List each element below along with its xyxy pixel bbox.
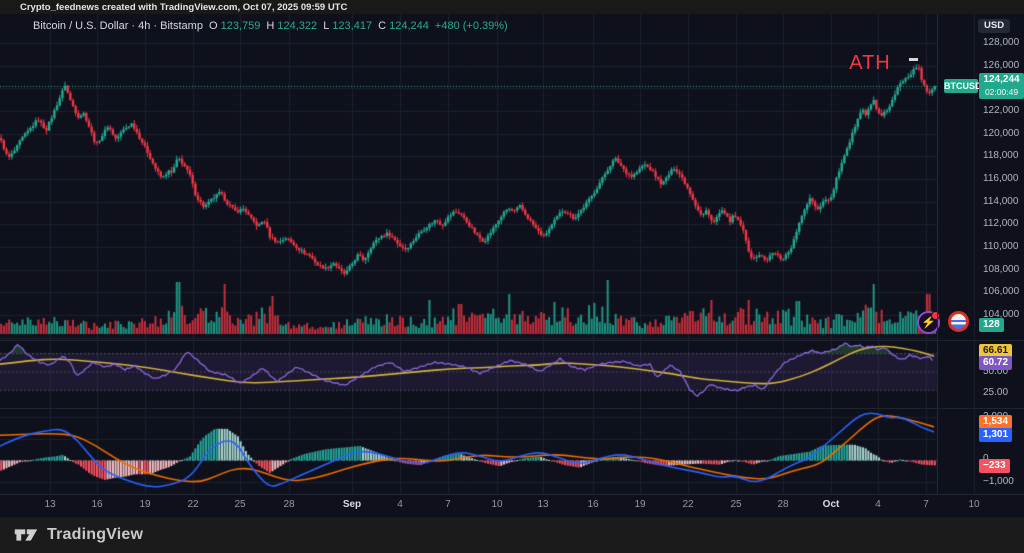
ohlc-open-key: O (209, 20, 218, 32)
price-axis-label: 108,000 (983, 264, 1020, 275)
price-axis-label: 110,000 (983, 241, 1019, 252)
bar-countdown: 02:00:49 (984, 87, 1019, 97)
symbol-price-chip: BTCUSD (944, 79, 982, 93)
time-axis-label: 28 (283, 499, 295, 510)
currency-toggle-button[interactable]: USD (978, 19, 1011, 33)
time-axis-label: 19 (634, 499, 646, 510)
high-marker (909, 58, 918, 61)
ath-annotation: ATH (849, 52, 891, 74)
ohlc-close-value: 124,244 (389, 20, 429, 32)
price-axis-label: 106,000 (983, 286, 1020, 297)
ohlc-low-value: 123,417 (332, 20, 373, 32)
time-axis-label: 22 (187, 499, 199, 510)
macd-value-badge: 1,534 (979, 415, 1013, 429)
ohlc-high-value: 124,322 (277, 20, 318, 32)
tradingview-logo[interactable] (14, 523, 38, 547)
rsi-axis-label: 50.00 (983, 366, 1009, 377)
macd-value-badge: −233 (979, 459, 1010, 473)
notification-dot (931, 311, 940, 320)
time-axis-label: 4 (397, 499, 403, 510)
time-axis-label: 13 (537, 499, 549, 510)
time-axis-label: 25 (730, 499, 742, 510)
brand-name: TradingView (47, 526, 144, 543)
time-axis-label: 4 (875, 499, 881, 510)
attribution-text: Crypto_feednews created with TradingView… (20, 2, 348, 13)
pane-separator-macd[interactable] (0, 408, 1024, 409)
time-axis-label: 28 (777, 499, 789, 510)
time-axis-label: 7 (923, 499, 929, 510)
price-scale-border (937, 14, 938, 494)
time-axis-label: 22 (682, 499, 694, 510)
ohlc-low-key: L (323, 20, 330, 32)
price-chart-canvas[interactable] (0, 14, 1024, 517)
ohlc-high-key: H (266, 20, 275, 32)
time-axis-border (0, 494, 1024, 495)
price-axis-label: 104,000 (983, 309, 1020, 320)
symbol-title: Bitcoin / U.S. Dollar · 4h · Bitstamp (33, 20, 203, 32)
price-axis-label: 120,000 (983, 128, 1020, 139)
macd-value-badge: 1,301 (979, 428, 1013, 442)
time-axis-label: 10 (491, 499, 503, 510)
rsi-value-badge: 66.61 (979, 344, 1013, 358)
macd-axis-label: 0 (983, 454, 989, 464)
ohlc-open-value: 123,759 (220, 20, 261, 32)
time-axis-label: Oct (822, 499, 840, 510)
last-price-value: 124,244 (983, 74, 1020, 85)
time-axis-label: 13 (44, 499, 56, 510)
time-axis-label: 25 (234, 499, 246, 510)
macd-axis-label: −1,000 (983, 476, 1014, 487)
brand-bar: TradingView (0, 517, 1024, 553)
price-axis-label: 118,000 (983, 150, 1019, 161)
price-axis-label: 116,000 (983, 173, 1019, 184)
volume-value-badge: 128 (979, 318, 1004, 332)
price-change: +480 (+0.39%) (434, 20, 508, 32)
price-axis-label: 114,000 (983, 196, 1019, 207)
time-axis-label: Sep (342, 499, 362, 510)
price-axis-label: 122,000 (983, 105, 1020, 116)
pane-separator-rsi[interactable] (0, 340, 1024, 341)
price-axis-label: 126,000 (983, 60, 1020, 71)
rsi-value-badge: 60.72 (979, 356, 1013, 370)
ohlc-close-key: C (378, 20, 387, 32)
time-axis-label: 10 (968, 499, 980, 510)
time-axis-label: 16 (91, 499, 103, 510)
time-axis-label: 16 (587, 499, 599, 510)
rsi-axis-label: 25.00 (983, 387, 1009, 398)
flash-event-icon[interactable]: ⚡ (917, 311, 940, 334)
price-axis-label: 128,000 (983, 37, 1020, 48)
last-price-badge: 124,244 02:00:49 (979, 73, 1024, 99)
us-flag-event-icon[interactable] (948, 311, 969, 332)
attribution-bar: Crypto_feednews created with TradingView… (0, 0, 1024, 15)
price-axis-label: 112,000 (983, 218, 1019, 229)
time-axis-label: 7 (445, 499, 451, 510)
time-axis-label: 19 (139, 499, 151, 510)
